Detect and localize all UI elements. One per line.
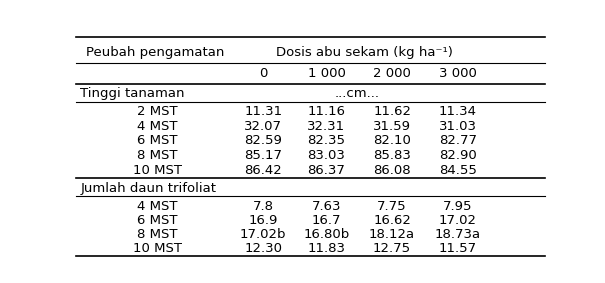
Text: 31.03: 31.03 <box>439 120 477 133</box>
Text: 16.9: 16.9 <box>249 214 278 227</box>
Text: 11.57: 11.57 <box>439 242 477 255</box>
Text: 32.31: 32.31 <box>307 120 345 133</box>
Text: 84.55: 84.55 <box>439 164 477 177</box>
Text: 17.02b: 17.02b <box>240 228 286 241</box>
Text: 11.34: 11.34 <box>439 105 477 118</box>
Text: 82.35: 82.35 <box>307 134 345 147</box>
Text: 2 MST: 2 MST <box>137 105 178 118</box>
Text: 7.8: 7.8 <box>253 200 273 213</box>
Text: 1 000: 1 000 <box>307 67 345 80</box>
Text: 83.03: 83.03 <box>307 149 345 162</box>
Text: Peubah pengamatan: Peubah pengamatan <box>86 46 224 59</box>
Text: 10 MST: 10 MST <box>133 164 182 177</box>
Text: 82.59: 82.59 <box>244 134 282 147</box>
Text: 16.62: 16.62 <box>373 214 411 227</box>
Text: 7.95: 7.95 <box>443 200 473 213</box>
Text: 16.7: 16.7 <box>312 214 341 227</box>
Text: Tinggi tanaman: Tinggi tanaman <box>80 87 185 100</box>
Text: 11.16: 11.16 <box>307 105 345 118</box>
Text: 86.08: 86.08 <box>373 164 411 177</box>
Text: 6 MST: 6 MST <box>137 134 178 147</box>
Text: 6 MST: 6 MST <box>137 214 178 227</box>
Text: 82.90: 82.90 <box>439 149 477 162</box>
Text: 8 MST: 8 MST <box>137 228 178 241</box>
Text: 31.59: 31.59 <box>373 120 411 133</box>
Text: ...cm...: ...cm... <box>335 87 379 100</box>
Text: 85.17: 85.17 <box>244 149 282 162</box>
Text: 86.42: 86.42 <box>244 164 282 177</box>
Text: 11.62: 11.62 <box>373 105 411 118</box>
Text: 85.83: 85.83 <box>373 149 411 162</box>
Text: 86.37: 86.37 <box>307 164 345 177</box>
Text: 82.77: 82.77 <box>439 134 477 147</box>
Text: 12.75: 12.75 <box>373 242 411 255</box>
Text: Dosis abu sekam (kg ha⁻¹): Dosis abu sekam (kg ha⁻¹) <box>275 46 453 59</box>
Text: 8 MST: 8 MST <box>137 149 178 162</box>
Text: Jumlah daun trifoliat: Jumlah daun trifoliat <box>80 181 217 194</box>
Text: 18.73a: 18.73a <box>435 228 481 241</box>
Text: 3 000: 3 000 <box>439 67 477 80</box>
Text: 7.63: 7.63 <box>312 200 341 213</box>
Text: 7.75: 7.75 <box>378 200 407 213</box>
Text: 17.02: 17.02 <box>439 214 477 227</box>
Text: 4 MST: 4 MST <box>137 120 178 133</box>
Text: 12.30: 12.30 <box>244 242 282 255</box>
Text: 2 000: 2 000 <box>373 67 411 80</box>
Text: 10 MST: 10 MST <box>133 242 182 255</box>
Text: 0: 0 <box>259 67 267 80</box>
Text: 82.10: 82.10 <box>373 134 411 147</box>
Text: 4 MST: 4 MST <box>137 200 178 213</box>
Text: 32.07: 32.07 <box>244 120 282 133</box>
Text: 16.80b: 16.80b <box>303 228 350 241</box>
Text: 11.83: 11.83 <box>307 242 345 255</box>
Text: 11.31: 11.31 <box>244 105 283 118</box>
Text: 18.12a: 18.12a <box>369 228 415 241</box>
